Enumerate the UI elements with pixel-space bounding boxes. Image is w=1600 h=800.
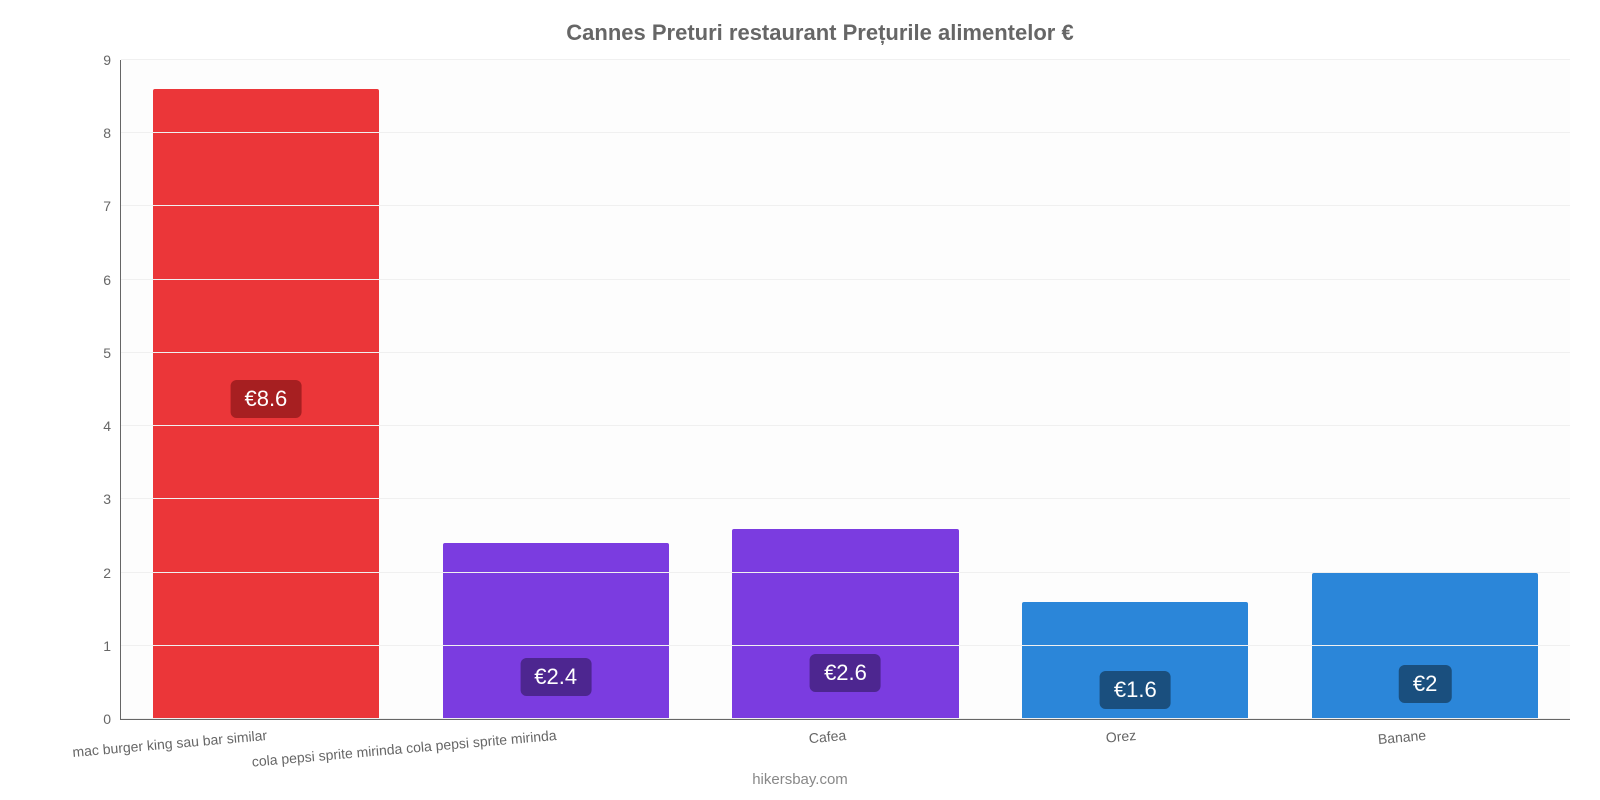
gridline — [121, 205, 1570, 206]
gridline — [121, 718, 1570, 719]
value-badge: €2.6 — [810, 654, 881, 692]
chart-footer: hikersbay.com — [0, 771, 1600, 788]
price-bar-chart: Cannes Preturi restaurant Prețurile alim… — [0, 0, 1600, 800]
xtick-label: mac burger king sau bar similar — [71, 727, 267, 760]
plot-area: €8.6€2.4€2.6€1.6€2 0123456789mac burger … — [120, 60, 1570, 720]
xtick-label: Orez — [1105, 727, 1137, 746]
ytick-label: 5 — [103, 345, 121, 361]
bar: €8.6 — [153, 89, 379, 719]
xtick-label: cola pepsi sprite mirinda cola pepsi spr… — [251, 727, 557, 770]
value-badge: €2 — [1399, 665, 1451, 703]
ytick-label: 3 — [103, 491, 121, 507]
value-badge: €2.4 — [520, 658, 591, 696]
gridline — [121, 352, 1570, 353]
gridline — [121, 279, 1570, 280]
xtick-label: Banane — [1377, 727, 1426, 747]
bars-layer: €8.6 €2.4 €2.6 €1.6 €2 — [121, 60, 1570, 719]
gridline — [121, 498, 1570, 499]
ytick-label: 9 — [103, 52, 121, 68]
gridline — [121, 132, 1570, 133]
ytick-label: 0 — [103, 711, 121, 727]
ytick-label: 6 — [103, 272, 121, 288]
ytick-label: 2 — [103, 565, 121, 581]
ytick-label: 8 — [103, 125, 121, 141]
gridline — [121, 425, 1570, 426]
value-badge: €1.6 — [1100, 671, 1171, 709]
ytick-label: 4 — [103, 418, 121, 434]
value-badge: €8.6 — [230, 380, 301, 418]
gridline — [121, 572, 1570, 573]
bar: €2.6 — [732, 529, 958, 719]
xtick-label: Cafea — [808, 727, 847, 746]
ytick-label: 1 — [103, 638, 121, 654]
chart-title: Cannes Preturi restaurant Prețurile alim… — [70, 20, 1570, 46]
bar: €2.4 — [443, 543, 669, 719]
gridline — [121, 645, 1570, 646]
bar: €1.6 — [1022, 602, 1248, 719]
ytick-label: 7 — [103, 198, 121, 214]
gridline — [121, 59, 1570, 60]
bar: €2 — [1312, 573, 1538, 719]
